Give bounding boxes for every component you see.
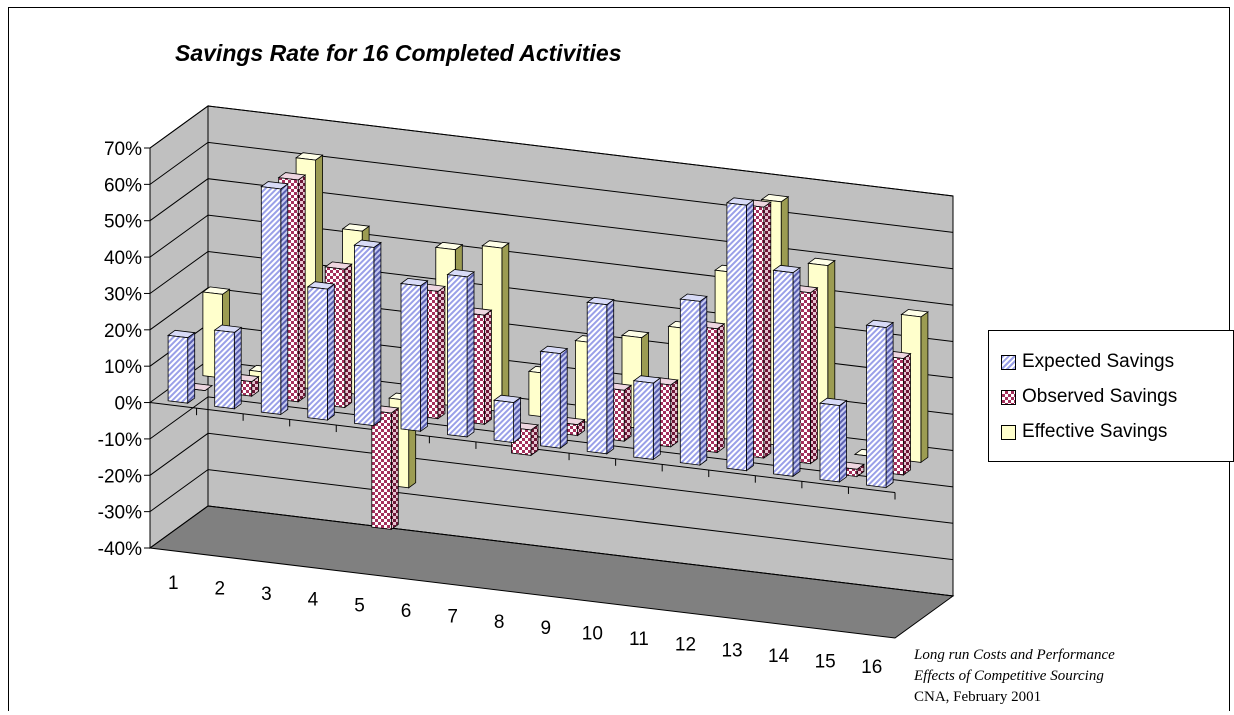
bar-expected-11 [632, 375, 662, 461]
x-tick-label: 8 [494, 612, 505, 633]
y-tick-label: 30% [104, 284, 142, 305]
bar-expected-5 [353, 239, 382, 427]
x-tick-label: 16 [861, 657, 882, 678]
bar-expected-12 [679, 293, 708, 466]
bar-expected-6 [399, 277, 429, 433]
gridline [149, 214, 954, 306]
x-tick-label: 10 [582, 623, 603, 644]
x-tick-label: 14 [768, 646, 790, 667]
y-tick-label: 60% [104, 175, 142, 196]
x-tick-label: 4 [308, 590, 319, 611]
side-wall [149, 105, 209, 549]
legend-item-effective: Effective Savings [1001, 417, 1167, 447]
y-tick-label: 10% [104, 357, 142, 378]
source-line-1: Long run Costs and Performance [914, 647, 1115, 663]
legend-item-expected: Expected Savings [1001, 347, 1174, 377]
x-tick-label: 11 [629, 629, 649, 650]
gridline [149, 432, 954, 524]
source-line-2: Effects of Competitive Sourcing [914, 668, 1104, 684]
x-tick-label: 5 [354, 595, 365, 616]
legend-swatch-effective [1001, 424, 1016, 440]
bar-expected-14 [772, 264, 802, 478]
y-tick-label: -20% [98, 466, 142, 487]
x-tick-label: 2 [215, 578, 226, 599]
x-tick-label: 13 [721, 640, 742, 661]
bar-expected-15 [818, 397, 848, 483]
legend-swatch-expected [1001, 354, 1016, 370]
x-tick-label: 1 [168, 573, 179, 594]
x-tick-label: 15 [815, 652, 836, 673]
x-tick-label: 6 [401, 601, 412, 622]
legend-label-effective: Effective Savings [1022, 421, 1168, 442]
x-tick-label: 9 [540, 618, 551, 639]
x-tick-label: 12 [675, 635, 696, 656]
gridline [149, 105, 954, 197]
gridline [149, 505, 954, 597]
bar-expected-16 [865, 319, 895, 489]
gridline [149, 141, 954, 233]
y-tick-label: 70% [104, 139, 142, 160]
gridline [149, 178, 954, 270]
legend-swatch-observed [1001, 389, 1016, 405]
bar-expected-10 [586, 296, 615, 455]
gridline [149, 469, 954, 561]
source-line-3: CNA, February 2001 [914, 689, 1042, 705]
y-tick-label: 50% [104, 212, 142, 233]
bar-expected-1 [167, 329, 196, 404]
bar-expected-3 [260, 181, 289, 416]
source-note: Long run Costs and Performance Effects o… [914, 645, 1115, 708]
y-tick-label: 0% [115, 394, 143, 415]
legend-label-expected: Expected Savings [1022, 351, 1175, 372]
y-tick-label: 40% [104, 248, 142, 269]
bar-expected-9 [539, 345, 569, 449]
bar-expected-2 [213, 324, 243, 410]
bar-expected-8 [493, 394, 522, 444]
bar-expected-7 [446, 269, 476, 438]
legend: Expected Savings Observed Savings Effect… [988, 330, 1234, 462]
legend-item-observed: Observed Savings [1001, 382, 1177, 412]
y-tick-label: 20% [104, 321, 142, 342]
y-tick-label: -40% [98, 539, 142, 560]
y-tick-label: -30% [98, 503, 142, 524]
x-tick-label: 7 [447, 607, 458, 628]
bar-expected-13 [725, 197, 755, 472]
bar-expected-4 [306, 281, 336, 421]
chart-title: Savings Rate for 16 Completed Activities [175, 40, 622, 66]
bar-observed-12 [696, 320, 726, 454]
bar-observed-5 [370, 405, 400, 531]
y-tick-label: -10% [98, 430, 142, 451]
legend-label-observed: Observed Savings [1022, 386, 1178, 407]
x-tick-label: 3 [261, 584, 272, 605]
